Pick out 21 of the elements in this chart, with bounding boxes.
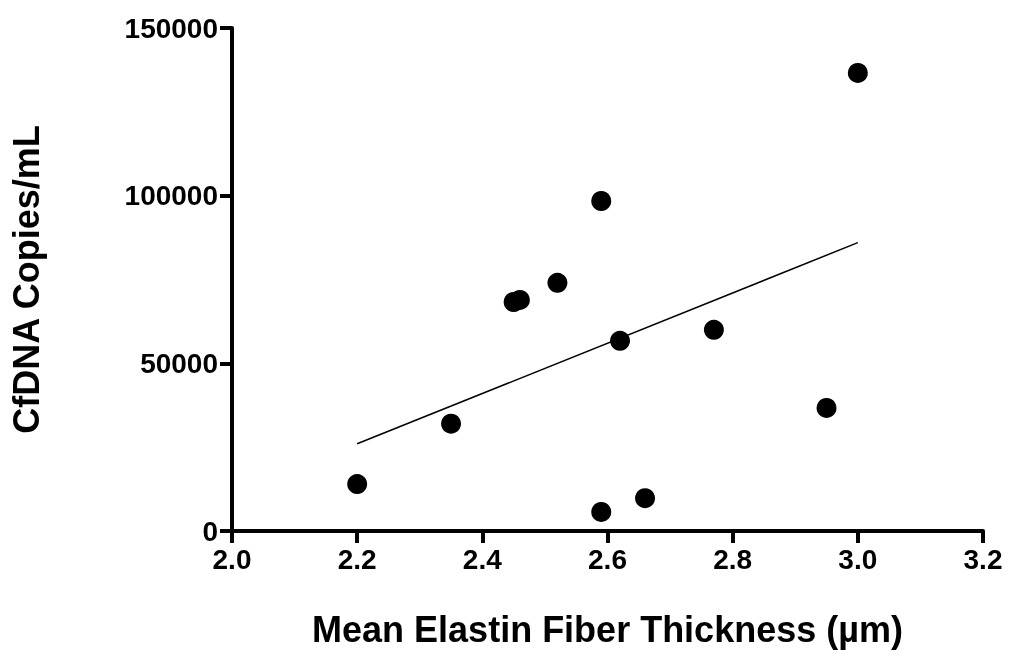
y-tick-label: 100000: [124, 180, 218, 212]
x-tick-label: 2.6: [588, 543, 627, 575]
x-axis-title: Mean Elastin Fiber Thickness (µm): [312, 608, 903, 650]
point: [591, 191, 612, 212]
point: [847, 62, 868, 83]
point: [635, 488, 656, 509]
x-tick-label: 2.4: [462, 543, 503, 575]
x-tick-label: 2.8: [713, 543, 753, 575]
point: [591, 501, 612, 522]
point: [347, 474, 368, 495]
x-tick-label: 2.2: [337, 543, 377, 575]
y-tick-label: 150000: [124, 12, 218, 44]
point: [703, 319, 724, 340]
point: [441, 413, 462, 434]
point: [610, 330, 631, 351]
x-tick-label: 3.0: [838, 543, 878, 575]
y-tick-label: 50000: [140, 347, 218, 379]
point: [547, 272, 568, 293]
x-tick-label: 3.2: [963, 543, 1003, 575]
y-axis-title: CfDNA Copies/mL: [5, 125, 47, 434]
point: [816, 397, 837, 418]
